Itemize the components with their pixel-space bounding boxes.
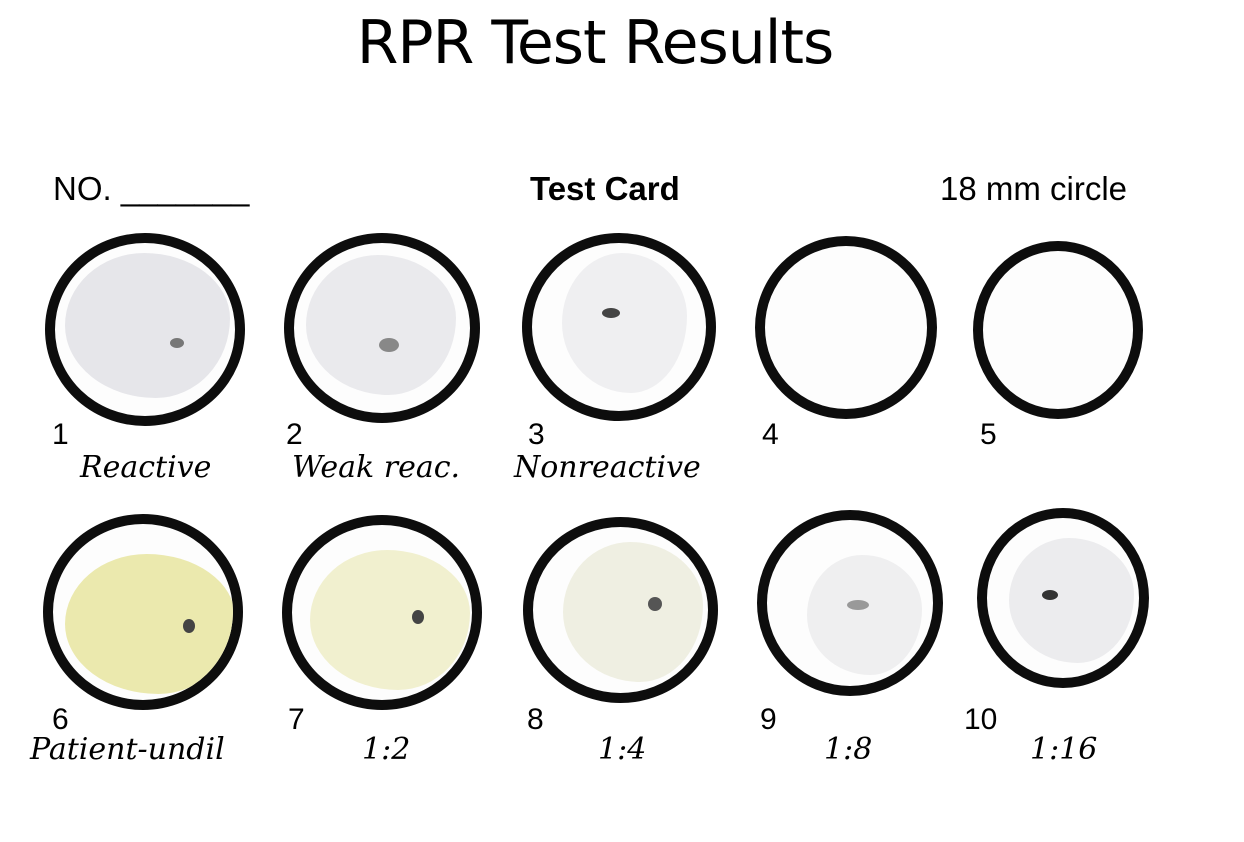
circle-number-9: 9 (760, 703, 777, 736)
circle-number-2: 2 (286, 418, 303, 451)
circle-label-2: Weak reac. (292, 450, 461, 485)
page-title: RPR Test Results (356, 8, 835, 78)
circle-label-7: 1:2 (362, 732, 411, 767)
circle-number-3: 3 (528, 418, 545, 451)
test-circle-3 (522, 233, 716, 421)
card-number-field: NO. _______ (53, 170, 250, 207)
circle-label-8: 1:4 (598, 732, 647, 767)
test-circle-2 (284, 233, 480, 423)
circle-label-6: Patient-undil (30, 732, 225, 767)
circle-number-1: 1 (52, 418, 69, 451)
test-circle-9 (757, 510, 943, 696)
circle-number-7: 7 (288, 703, 305, 736)
test-circle-7 (282, 515, 482, 710)
circle-size-label: 18 mm circle (940, 170, 1128, 207)
card-heading: Test Card (530, 170, 680, 207)
circle-number-4: 4 (762, 418, 779, 451)
circle-number-8: 8 (527, 703, 544, 736)
test-circle-10 (977, 508, 1149, 688)
test-circle-5 (973, 241, 1143, 419)
test-circle-8 (523, 517, 718, 703)
circle-label-10: 1:16 (1030, 732, 1098, 767)
circle-label-9: 1:8 (824, 732, 873, 767)
circle-number-10: 10 (964, 703, 998, 736)
circle-label-3: Nonreactive (514, 450, 701, 485)
test-circle-4 (755, 236, 937, 419)
circle-number-6: 6 (52, 703, 69, 736)
circle-label-1: Reactive (80, 450, 212, 485)
test-circle-6 (43, 514, 243, 710)
test-circle-1 (45, 233, 245, 426)
circle-number-5: 5 (980, 418, 997, 451)
